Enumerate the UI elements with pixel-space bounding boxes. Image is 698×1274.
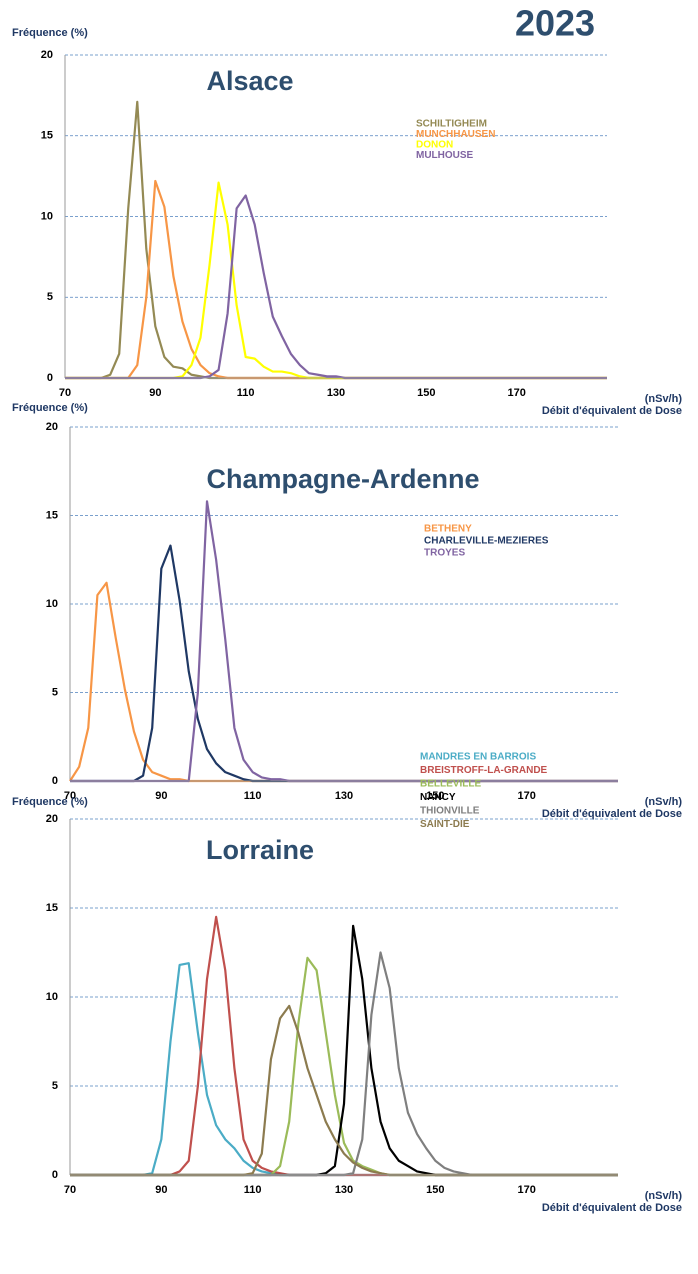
x-tick-label: 110	[237, 387, 255, 399]
y-tick-label: 15	[46, 509, 58, 521]
y-tick-label: 0	[47, 372, 53, 384]
legend-entry: CHARLEVILLE-MEZIERES	[424, 536, 549, 547]
y-tick-label: 15	[46, 902, 58, 914]
x-axis-unit: (nSv/h)	[645, 393, 683, 405]
y-tick-label: 0	[52, 1169, 58, 1181]
x-tick-label: 150	[417, 387, 435, 399]
x-tick-label: 150	[426, 1184, 444, 1196]
y-tick-label: 20	[46, 813, 58, 825]
x-tick-label: 150	[426, 790, 444, 802]
legend-entry: BETHENY	[424, 524, 472, 535]
x-tick-label: 90	[155, 1184, 167, 1196]
x-tick-label: 130	[327, 387, 345, 399]
chart-title: Alsace	[206, 66, 293, 96]
y-tick-label: 5	[52, 1080, 58, 1092]
y-axis-label: Fréquence (%)	[12, 402, 88, 414]
x-tick-label: 130	[335, 790, 353, 802]
y-axis-label: Fréquence (%)	[12, 27, 88, 39]
x-axis-unit: (nSv/h)	[645, 796, 683, 808]
y-tick-label: 10	[46, 598, 58, 610]
y-tick-label: 20	[41, 49, 53, 61]
x-tick-label: 110	[244, 1184, 262, 1196]
legend-entry: SAINT-DIE	[420, 819, 470, 830]
legend-entry: MULHOUSE	[416, 150, 474, 161]
chart-title: Lorraine	[206, 835, 314, 865]
series-line	[65, 179, 607, 380]
chart-title: Champagne-Ardenne	[206, 464, 479, 494]
legend-entry: NANCY	[420, 792, 456, 803]
x-tick-label: 170	[517, 1184, 535, 1196]
x-tick-label: 110	[244, 790, 262, 802]
x-axis-label: Débit d'équivalent de Dose	[542, 405, 682, 417]
legend-entry: TROYES	[424, 548, 465, 559]
series-line	[65, 100, 607, 380]
y-tick-label: 0	[52, 775, 58, 787]
x-tick-label: 170	[507, 387, 525, 399]
x-tick-label: 170	[517, 790, 535, 802]
series-line	[65, 181, 607, 380]
y-tick-label: 20	[46, 421, 58, 433]
y-tick-label: 10	[41, 210, 53, 222]
y-tick-label: 5	[52, 686, 58, 698]
y-tick-label: 5	[47, 291, 53, 303]
x-axis-label: Débit d'équivalent de Dose	[542, 1202, 682, 1214]
legend-entry: MUNCHHAUSEN	[416, 129, 495, 140]
series-line	[70, 915, 618, 1177]
y-axis-label: Fréquence (%)	[12, 796, 88, 808]
x-tick-label: 70	[64, 790, 76, 802]
legend-entry: THIONVILLE	[420, 806, 480, 817]
y-tick-label: 10	[46, 991, 58, 1003]
legend-entry: DONON	[416, 140, 453, 151]
legend-entry: SCHILTIGHEIM	[416, 119, 487, 130]
x-tick-label: 70	[59, 387, 71, 399]
legend-entry: MANDRES EN BARROIS	[420, 752, 536, 763]
series-line	[70, 544, 618, 783]
y-tick-label: 15	[41, 130, 53, 142]
series-line	[70, 956, 618, 1177]
x-tick-label: 90	[155, 790, 167, 802]
legend-entry: BELLEVILLE	[420, 779, 481, 790]
x-axis-label: Débit d'équivalent de Dose	[542, 808, 682, 820]
x-axis-unit: (nSv/h)	[645, 1190, 683, 1202]
legend-entry: BREISTROFF-LA-GRANDE	[420, 765, 548, 776]
x-tick-label: 90	[149, 387, 161, 399]
x-tick-label: 130	[335, 1184, 353, 1196]
x-tick-label: 70	[64, 1184, 76, 1196]
year-title: 2023	[515, 3, 595, 44]
